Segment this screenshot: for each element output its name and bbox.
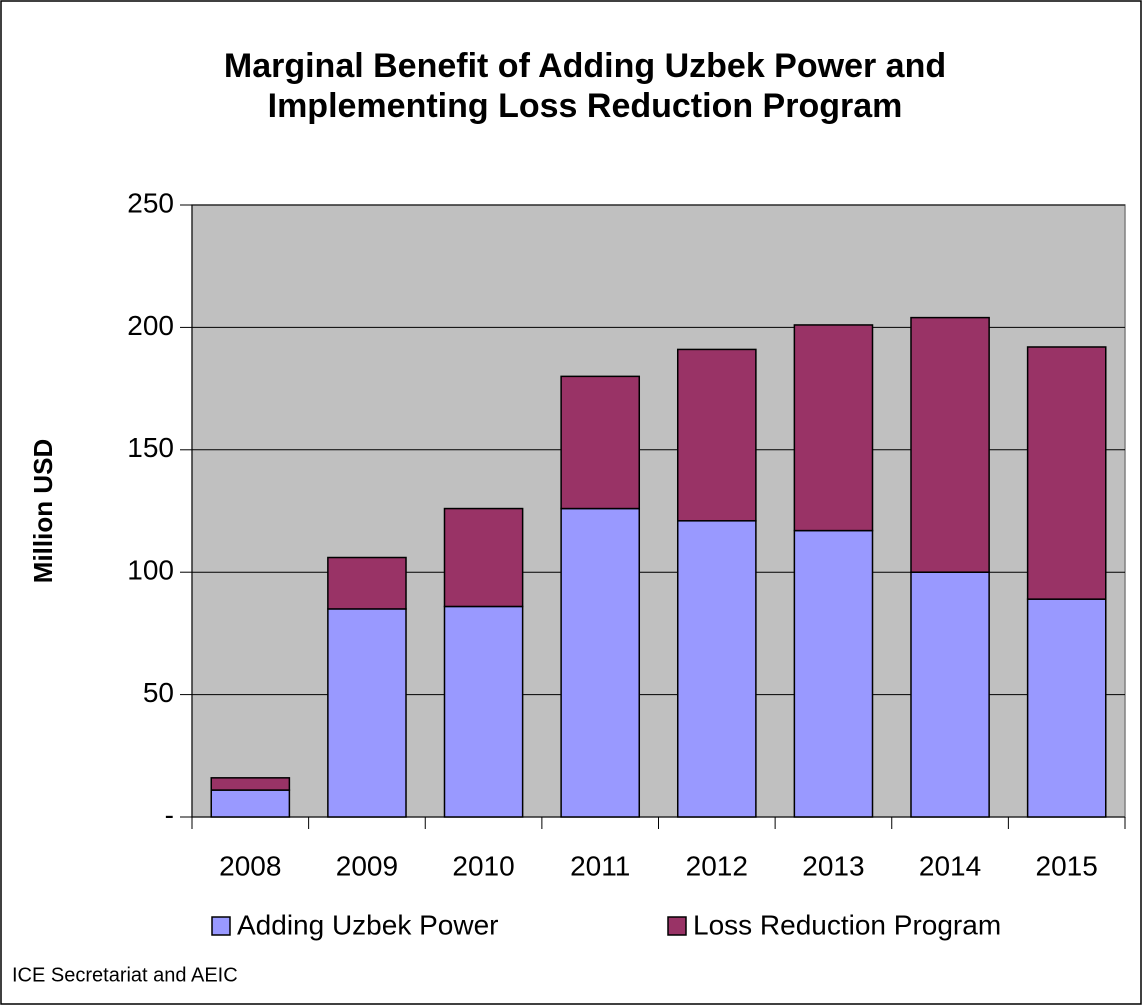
bar-segment [443, 605, 524, 818]
bar-segment [443, 507, 524, 608]
chart-title: Marginal Benefit of Adding Uzbek Power a… [223, 47, 947, 125]
bar-segment [676, 348, 757, 522]
bar-segment [1026, 598, 1107, 818]
x-tick-label: 2010 [452, 850, 514, 881]
y-tick-label: 200 [127, 310, 174, 341]
bar-segment [210, 789, 291, 818]
bar-segment [910, 571, 990, 818]
bar-segment [560, 375, 641, 510]
bar-segment [676, 520, 757, 818]
legend-label: Adding Uzbek Power [237, 909, 498, 940]
x-tick-label: 2014 [919, 850, 981, 881]
bar-segment [327, 608, 407, 818]
x-tick-label: 2012 [686, 850, 748, 881]
y-tick-label: 250 [127, 187, 174, 218]
x-tick-label: 2009 [336, 850, 398, 881]
x-tick-label: 2008 [219, 850, 281, 881]
x-tick-label: 2011 [570, 850, 630, 881]
y-tick-label: 50 [143, 677, 174, 708]
legend-swatch [211, 916, 231, 936]
bar-segment [910, 316, 990, 573]
x-tick-label: 2015 [1036, 850, 1098, 881]
bar-segment [210, 777, 291, 791]
bar-segment [1026, 346, 1107, 600]
y-tick-label: 150 [127, 432, 174, 463]
bar-segment [560, 507, 641, 818]
legend-swatch [667, 916, 687, 936]
y-tick-label: - [165, 799, 174, 830]
source-note: ICE Secretariat and AEIC [12, 964, 238, 986]
y-axis-label: Million USD [28, 439, 58, 583]
bar-segment [327, 556, 407, 610]
x-tick-label: 2013 [802, 850, 864, 881]
bar-segment [793, 324, 874, 532]
legend-label: Loss Reduction Program [693, 909, 1001, 940]
y-tick-label: 100 [127, 555, 174, 586]
bar-segment [793, 529, 874, 818]
